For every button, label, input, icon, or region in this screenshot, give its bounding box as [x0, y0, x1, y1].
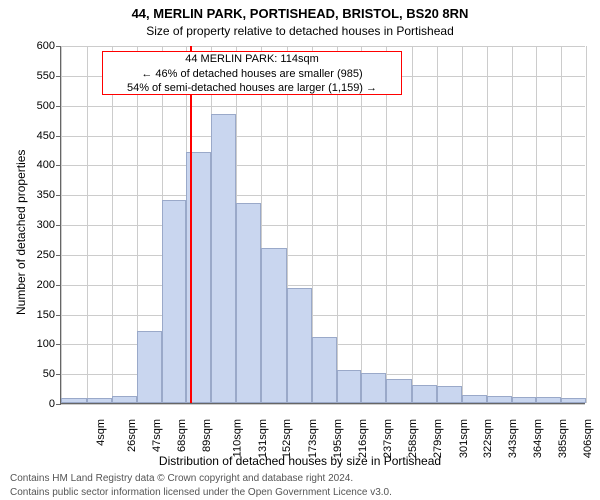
- ytick-label: 100: [37, 338, 61, 350]
- histogram-bar: [361, 373, 386, 403]
- ytick-label: 300: [37, 219, 61, 231]
- gridline-v: [61, 46, 62, 403]
- histogram-bar: [437, 386, 462, 403]
- xtick-label: 237sqm: [382, 419, 394, 458]
- histogram-bar: [337, 370, 362, 403]
- gridline-h: [61, 255, 585, 256]
- xtick-label: 385sqm: [557, 419, 569, 458]
- gridline-h: [61, 404, 585, 405]
- xtick-label: 258sqm: [407, 419, 419, 458]
- gridline-v: [361, 46, 362, 403]
- annotation-line-2: ← 46% of detached houses are smaller (98…: [103, 67, 401, 82]
- gridline-v: [536, 46, 537, 403]
- histogram-bar: [162, 200, 187, 403]
- histogram-bar: [112, 396, 137, 403]
- annotation-line-1: 44 MERLIN PARK: 114sqm: [103, 52, 401, 67]
- gridline-v: [512, 46, 513, 403]
- ytick-label: 150: [37, 309, 61, 321]
- ytick-label: 550: [37, 70, 61, 82]
- histogram-bar: [287, 288, 312, 403]
- ytick-label: 0: [49, 398, 61, 410]
- histogram-bar: [137, 331, 162, 403]
- ytick-label: 450: [37, 130, 61, 142]
- footer-line-2: Contains public sector information licen…: [10, 487, 392, 498]
- gridline-v: [112, 46, 113, 403]
- ytick-label: 350: [37, 189, 61, 201]
- xtick-label: 4sqm: [95, 419, 107, 446]
- xtick-label: 343sqm: [507, 419, 519, 458]
- histogram-bar: [412, 385, 437, 403]
- histogram-bar: [61, 398, 87, 403]
- gridline-h: [61, 285, 585, 286]
- histogram-bar: [386, 379, 412, 403]
- gridline-h: [61, 165, 585, 166]
- plot-area: 0501001502002503003504004505005506004sqm…: [60, 46, 585, 404]
- annotation-line-3: 54% of semi-detached houses are larger (…: [103, 81, 401, 96]
- footer-line-1: Contains HM Land Registry data © Crown c…: [10, 473, 353, 484]
- histogram-bar: [211, 114, 236, 403]
- histogram-bar: [512, 397, 537, 403]
- x-axis-label: Distribution of detached houses by size …: [0, 454, 600, 468]
- histogram-bar: [87, 398, 112, 403]
- xtick-label: 279sqm: [432, 419, 444, 458]
- gridline-v: [462, 46, 463, 403]
- gridline-v: [412, 46, 413, 403]
- ytick-label: 200: [37, 279, 61, 291]
- gridline-h: [61, 315, 585, 316]
- gridline-v: [337, 46, 338, 403]
- xtick-label: 195sqm: [332, 419, 344, 458]
- xtick-label: 173sqm: [307, 419, 319, 458]
- xtick-label: 322sqm: [483, 419, 495, 458]
- xtick-label: 406sqm: [582, 419, 594, 458]
- ytick-label: 50: [43, 368, 61, 380]
- xtick-label: 216sqm: [357, 419, 369, 458]
- histogram-bar: [312, 337, 337, 403]
- histogram-bar: [487, 396, 512, 403]
- gridline-h: [61, 195, 585, 196]
- gridline-h: [61, 225, 585, 226]
- histogram-bar: [261, 248, 287, 403]
- annotation-box: 44 MERLIN PARK: 114sqm ← 46% of detached…: [102, 51, 402, 95]
- ytick-label: 400: [37, 159, 61, 171]
- xtick-label: 301sqm: [458, 419, 470, 458]
- histogram-bar: [561, 398, 586, 403]
- gridline-v: [487, 46, 488, 403]
- gridline-v: [586, 46, 587, 403]
- gridline-v: [561, 46, 562, 403]
- figure: 44, MERLIN PARK, PORTISHEAD, BRISTOL, BS…: [0, 0, 600, 500]
- histogram-bar: [536, 397, 561, 403]
- xtick-label: 26sqm: [126, 419, 138, 452]
- y-axis-label: Number of detached properties: [14, 150, 28, 315]
- xtick-label: 89sqm: [201, 419, 213, 452]
- xtick-label: 364sqm: [532, 419, 544, 458]
- xtick-label: 110sqm: [231, 419, 243, 457]
- ytick-label: 250: [37, 249, 61, 261]
- gridline-v: [437, 46, 438, 403]
- xtick-label: 152sqm: [282, 419, 294, 458]
- histogram-bar: [462, 395, 487, 403]
- ytick-label: 500: [37, 100, 61, 112]
- ytick-label: 600: [37, 40, 61, 52]
- xtick-label: 47sqm: [151, 419, 163, 452]
- xtick-label: 131sqm: [257, 419, 269, 458]
- xtick-label: 68sqm: [176, 419, 188, 452]
- gridline-v: [87, 46, 88, 403]
- title-line-1: 44, MERLIN PARK, PORTISHEAD, BRISTOL, BS…: [0, 6, 600, 21]
- gridline-v: [386, 46, 387, 403]
- gridline-h: [61, 106, 585, 107]
- gridline-h: [61, 136, 585, 137]
- title-line-2: Size of property relative to detached ho…: [0, 24, 600, 38]
- histogram-bar: [236, 203, 261, 403]
- gridline-h: [61, 46, 585, 47]
- marker-line: [190, 46, 192, 403]
